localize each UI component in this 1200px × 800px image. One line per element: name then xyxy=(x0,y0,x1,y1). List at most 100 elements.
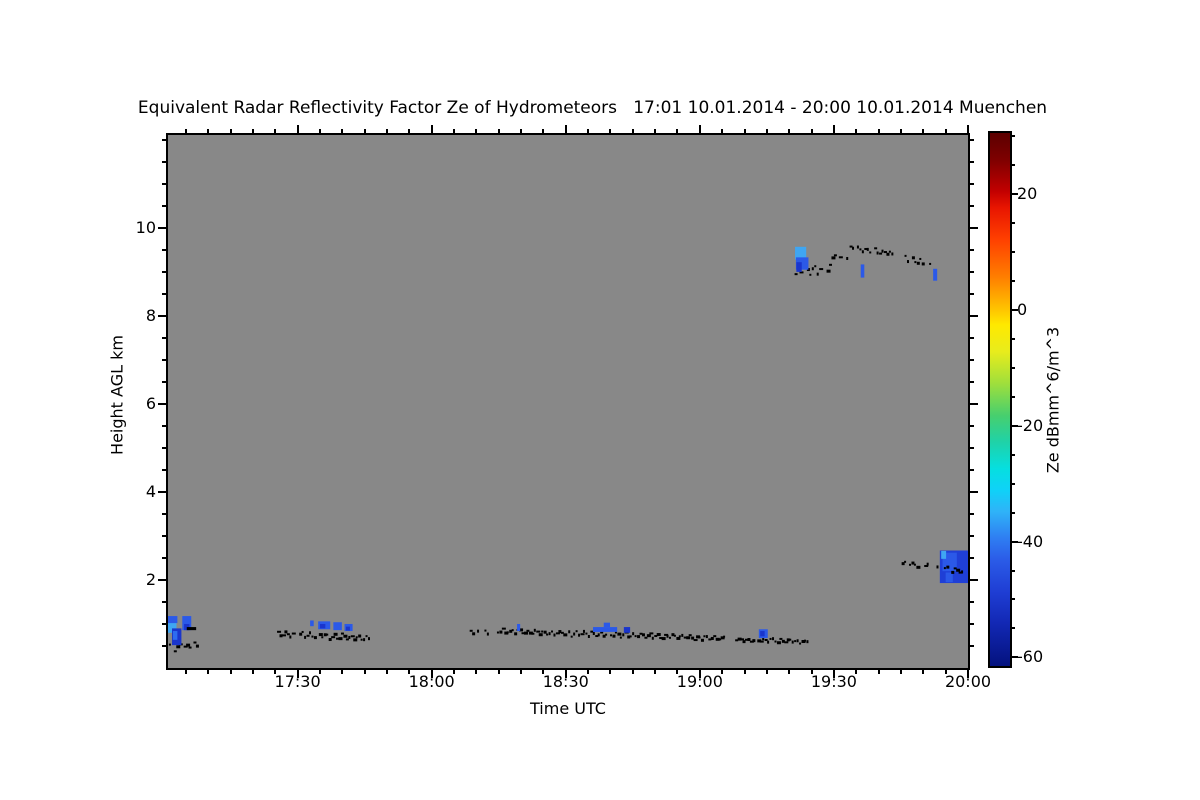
radar-echo-speckle xyxy=(735,639,739,642)
x-major-tick xyxy=(833,670,835,678)
radar-echo-speckle xyxy=(816,272,819,276)
radar-echo-speckle xyxy=(368,637,370,641)
radar-echo-patch xyxy=(860,264,865,278)
x-tick-label: 20:00 xyxy=(944,672,992,691)
radar-echo-patch xyxy=(603,622,611,628)
radar-echo-speckle xyxy=(698,636,701,639)
radar-echo-speckle xyxy=(504,631,509,635)
x-minor-tick-top xyxy=(788,129,790,133)
x-minor-tick-top xyxy=(185,129,187,133)
radar-echo-speckle xyxy=(632,632,635,636)
y-minor-tick xyxy=(162,447,166,449)
x-minor-tick xyxy=(676,670,678,674)
y-minor-tick-right xyxy=(970,271,974,273)
radar-echo-speckle xyxy=(533,628,536,632)
x-minor-tick-top xyxy=(922,129,924,133)
colorbar-gradient xyxy=(990,133,1010,666)
y-minor-tick xyxy=(162,271,166,273)
radar-echo-speckle xyxy=(718,638,722,641)
x-minor-tick xyxy=(744,670,746,674)
radar-echo-speckle xyxy=(318,633,323,637)
radar-echo-speckle xyxy=(286,633,290,636)
radar-echo-speckle xyxy=(558,630,562,634)
radar-echo-speckle xyxy=(511,629,514,632)
radar-echo-speckle xyxy=(176,645,181,649)
x-minor-tick xyxy=(230,670,232,674)
radar-echo-speckle xyxy=(762,637,765,641)
radar-echo-speckle xyxy=(961,570,964,574)
radar-echo-speckle xyxy=(514,632,518,636)
radar-echo-speckle xyxy=(696,635,701,639)
cbar-tick-label: -20 xyxy=(1017,415,1044,435)
x-major-tick xyxy=(699,670,701,678)
radar-echo-speckle xyxy=(186,643,191,647)
y-minor-tick xyxy=(162,601,166,603)
x-tick-label: 17:30 xyxy=(274,672,321,691)
radar-echo-speckle xyxy=(861,250,864,254)
radar-echo-speckle xyxy=(749,640,754,643)
y-major-tick xyxy=(158,315,166,317)
radar-echo-speckle xyxy=(610,634,613,637)
y-minor-tick-right xyxy=(970,447,974,449)
y-minor-tick xyxy=(162,183,166,185)
radar-echo-speckle xyxy=(541,630,544,633)
cbar-minor-tick xyxy=(1012,512,1015,514)
y-major-tick xyxy=(158,579,166,581)
radar-echo-speckle xyxy=(340,632,344,635)
x-minor-tick xyxy=(185,670,187,674)
x-minor-tick xyxy=(274,670,276,674)
radar-echo-speckle xyxy=(575,630,578,633)
radar-echo-speckle xyxy=(688,634,692,637)
radar-echo-speckle xyxy=(784,641,789,644)
radar-echo-speckle xyxy=(859,248,862,251)
cbar-minor-tick xyxy=(1012,164,1015,166)
radar-echo-speckle xyxy=(656,633,661,637)
radar-echo-patch xyxy=(796,262,802,272)
radar-echo-speckle xyxy=(666,634,669,638)
x-minor-tick-top xyxy=(386,129,388,133)
x-major-tick xyxy=(431,670,433,678)
radar-echo-speckle xyxy=(740,638,745,641)
radar-echo-patch xyxy=(168,620,177,633)
cbar-major-tick xyxy=(1012,309,1018,311)
radar-echo-speckle xyxy=(289,635,292,639)
cbar-minor-tick xyxy=(1012,338,1015,340)
radar-echo-speckle xyxy=(634,635,637,638)
y-tick-label: 4 xyxy=(145,481,156,501)
radar-echo-speckle xyxy=(759,640,764,643)
radar-echo-speckle xyxy=(639,632,643,635)
radar-echo-speckle xyxy=(597,633,600,637)
radar-echo-speckle xyxy=(683,636,687,639)
y-minor-tick xyxy=(162,249,166,251)
radar-echo-patch xyxy=(345,626,350,631)
radar-echo-speckle xyxy=(904,560,907,563)
y-minor-tick-right xyxy=(970,557,974,559)
radar-echo-patch xyxy=(517,623,521,632)
radar-echo-speckle xyxy=(881,249,884,253)
radar-echo-speckle xyxy=(869,251,872,254)
y-minor-tick-right xyxy=(970,337,974,339)
radar-echo-speckle xyxy=(659,637,664,640)
radar-echo-speckle xyxy=(876,251,879,255)
x-minor-tick xyxy=(252,670,254,674)
y-minor-tick xyxy=(162,337,166,339)
radar-echo-speckle xyxy=(819,268,824,271)
cbar-major-tick xyxy=(1012,656,1018,658)
radar-echo-speckle xyxy=(284,630,288,634)
radar-echo-speckle xyxy=(691,636,695,640)
x-minor-tick-top xyxy=(609,129,611,133)
cbar-minor-tick xyxy=(1012,483,1015,485)
radar-echo-speckle xyxy=(911,256,915,260)
radar-echo-speckle xyxy=(602,634,606,638)
x-tick-label: 19:30 xyxy=(810,672,857,691)
radar-echo-speckle xyxy=(313,636,317,640)
radar-echo-speckle xyxy=(958,571,963,574)
radar-echo-speckle xyxy=(311,635,314,638)
x-major-tick-top xyxy=(833,125,835,133)
radar-echo-speckle xyxy=(916,565,921,569)
radar-echo-patch xyxy=(182,616,192,631)
x-minor-tick xyxy=(386,670,388,674)
radar-echo-speckle xyxy=(309,631,312,635)
x-minor-tick xyxy=(408,670,410,674)
radar-echo-speckle xyxy=(846,256,849,260)
